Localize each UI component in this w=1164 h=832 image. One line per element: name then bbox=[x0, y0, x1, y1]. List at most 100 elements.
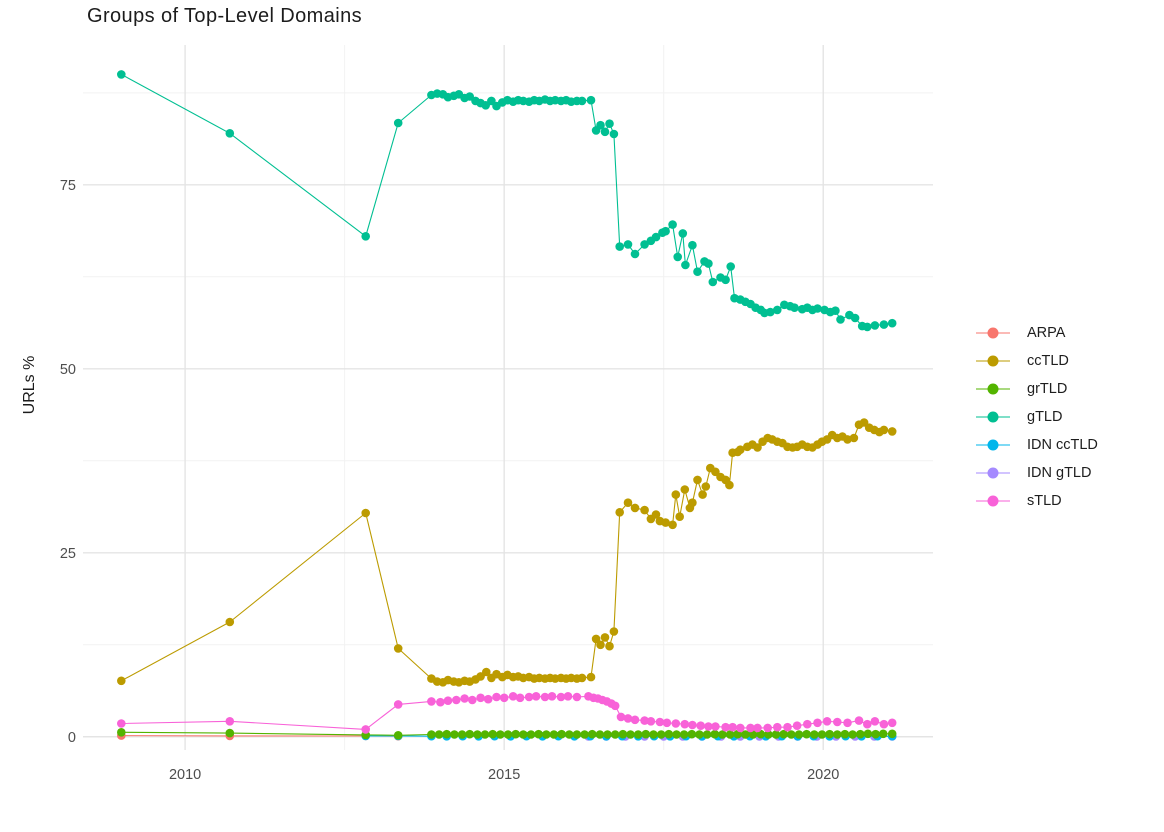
chart-title: Groups of Top-Level Domains bbox=[87, 5, 362, 28]
data-point bbox=[725, 481, 734, 490]
legend-key-dot bbox=[988, 356, 999, 367]
data-point bbox=[587, 96, 596, 105]
data-point bbox=[492, 693, 501, 702]
series-points-gTLD bbox=[117, 70, 897, 331]
legend-item-IDN-ccTLD: IDN ccTLD bbox=[976, 431, 1098, 459]
data-point bbox=[624, 498, 633, 507]
data-point bbox=[880, 320, 889, 329]
data-point bbox=[588, 730, 597, 739]
data-point bbox=[452, 696, 461, 705]
data-point bbox=[615, 508, 624, 517]
data-point bbox=[564, 692, 573, 701]
data-point bbox=[611, 702, 620, 711]
data-point bbox=[226, 729, 235, 738]
data-point bbox=[578, 97, 587, 106]
data-point bbox=[601, 128, 610, 137]
data-point bbox=[672, 490, 681, 499]
data-point bbox=[736, 724, 745, 733]
data-point bbox=[550, 730, 559, 739]
data-point bbox=[803, 720, 812, 729]
data-point bbox=[527, 730, 536, 739]
data-point bbox=[496, 730, 505, 739]
data-point bbox=[361, 232, 370, 241]
data-point bbox=[711, 722, 720, 731]
legend-key-icon bbox=[976, 494, 1010, 508]
data-point bbox=[511, 730, 520, 739]
data-point bbox=[626, 730, 635, 739]
y-tick-label: 75 bbox=[60, 178, 76, 194]
data-point bbox=[668, 521, 677, 530]
data-point bbox=[516, 694, 525, 703]
data-point bbox=[473, 730, 482, 739]
data-point bbox=[880, 720, 889, 729]
data-point bbox=[871, 321, 880, 330]
data-point bbox=[605, 642, 614, 651]
data-point bbox=[534, 730, 543, 739]
legend-label: ccTLD bbox=[1027, 353, 1069, 369]
legend-item-gTLD: gTLD bbox=[976, 403, 1098, 431]
data-point bbox=[848, 730, 857, 739]
data-point bbox=[117, 677, 126, 686]
data-point bbox=[888, 319, 897, 328]
data-point bbox=[640, 506, 649, 515]
data-point bbox=[394, 731, 403, 740]
y-tick-label: 25 bbox=[60, 546, 76, 562]
legend-label: grTLD bbox=[1027, 381, 1067, 397]
data-point bbox=[688, 730, 697, 739]
series-line-ARPA bbox=[121, 736, 398, 737]
data-point bbox=[726, 262, 735, 271]
data-point bbox=[394, 700, 403, 709]
data-point bbox=[703, 730, 712, 739]
data-point bbox=[688, 498, 697, 507]
data-point bbox=[773, 306, 782, 315]
data-point bbox=[500, 694, 509, 703]
data-point bbox=[836, 315, 845, 324]
legend-key-icon bbox=[976, 326, 1010, 340]
data-point bbox=[672, 719, 681, 728]
data-point bbox=[880, 426, 889, 435]
data-point bbox=[117, 719, 126, 728]
data-point bbox=[726, 730, 735, 739]
data-point bbox=[657, 730, 666, 739]
x-tick-label: 2015 bbox=[488, 767, 520, 783]
data-point bbox=[787, 730, 796, 739]
data-point bbox=[681, 485, 690, 494]
data-point bbox=[871, 730, 880, 739]
data-point bbox=[460, 694, 469, 703]
data-point bbox=[855, 716, 864, 725]
data-point bbox=[823, 717, 832, 726]
data-point bbox=[825, 730, 834, 739]
legend-item-IDN-gTLD: IDN gTLD bbox=[976, 459, 1098, 487]
data-point bbox=[631, 250, 640, 259]
data-point bbox=[790, 303, 799, 312]
data-point bbox=[856, 730, 865, 739]
data-point bbox=[680, 730, 689, 739]
data-point bbox=[642, 730, 651, 739]
data-point bbox=[532, 692, 541, 701]
data-point bbox=[565, 730, 574, 739]
data-point bbox=[888, 730, 897, 739]
y-axis-title: URLs % bbox=[21, 356, 39, 415]
data-point bbox=[698, 490, 707, 499]
data-point bbox=[851, 314, 860, 323]
data-point bbox=[702, 482, 711, 491]
data-point bbox=[753, 724, 762, 733]
data-point bbox=[831, 306, 840, 315]
data-point bbox=[481, 730, 490, 739]
data-point bbox=[783, 723, 792, 732]
legend-key-dot bbox=[988, 440, 999, 451]
data-point bbox=[675, 512, 684, 521]
data-point bbox=[802, 730, 811, 739]
data-point bbox=[361, 725, 370, 734]
data-point bbox=[488, 730, 497, 739]
data-point bbox=[841, 730, 850, 739]
data-point bbox=[649, 730, 658, 739]
data-point bbox=[647, 717, 656, 726]
series-points-sTLD bbox=[117, 692, 897, 734]
data-point bbox=[879, 730, 888, 739]
legend-item-grTLD: grTLD bbox=[976, 375, 1098, 403]
data-point bbox=[668, 220, 677, 229]
data-point bbox=[696, 721, 705, 730]
data-point bbox=[465, 730, 474, 739]
data-point bbox=[458, 730, 467, 739]
